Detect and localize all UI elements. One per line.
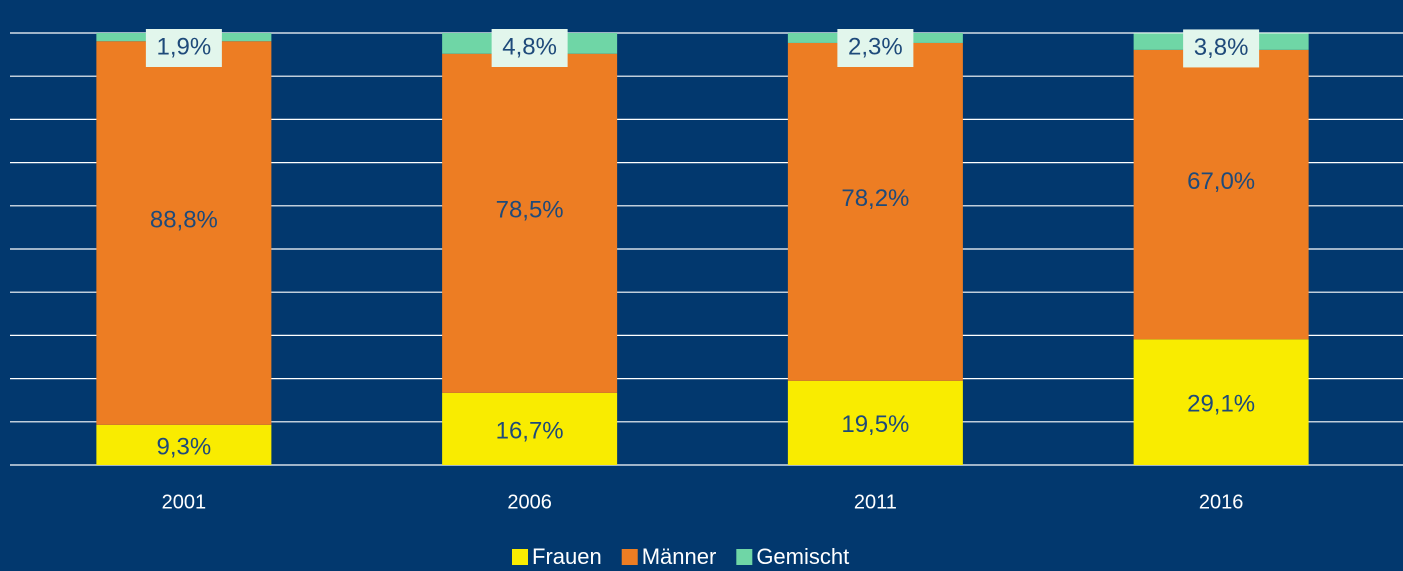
value-label: 4,8%: [502, 33, 557, 60]
x-tick-label: 2001: [162, 491, 207, 513]
value-label: 1,9%: [157, 33, 212, 60]
bar-segment: [442, 392, 618, 465]
bar-segment: [787, 380, 963, 465]
value-label: 3,8%: [1194, 34, 1249, 61]
value-label-box: [1183, 29, 1260, 68]
bar-segment: [1133, 49, 1309, 340]
value-label: 88,8%: [150, 206, 218, 233]
value-label: 29,1%: [1187, 390, 1255, 417]
legend-swatch: [621, 549, 638, 565]
legend-swatch: [736, 549, 753, 565]
value-label: 2,3%: [848, 33, 903, 60]
value-label: 78,5%: [496, 197, 564, 224]
value-label-box: [837, 29, 914, 67]
legend-swatch: [512, 549, 528, 565]
x-tick-label: 2016: [1199, 491, 1244, 513]
value-label-box: [145, 29, 222, 67]
value-label-box: [491, 29, 568, 67]
bar-segment: [1133, 339, 1309, 465]
bar-segment: [442, 53, 618, 393]
value-label: 78,2%: [841, 185, 909, 212]
legend-label: Gemischt: [756, 544, 849, 569]
legend-label: Männer: [642, 544, 717, 569]
x-tick-label: 2006: [507, 491, 552, 513]
value-label: 9,3%: [157, 433, 212, 460]
value-label: 67,0%: [1187, 168, 1255, 195]
value-label: 16,7%: [496, 417, 564, 444]
legend-label: Frauen: [532, 544, 602, 569]
x-tick-label: 2011: [854, 491, 897, 513]
value-label: 19,5%: [841, 411, 909, 438]
bar-segment: [96, 41, 272, 425]
bar-segment: [787, 42, 963, 381]
bar-segment: [96, 424, 272, 465]
